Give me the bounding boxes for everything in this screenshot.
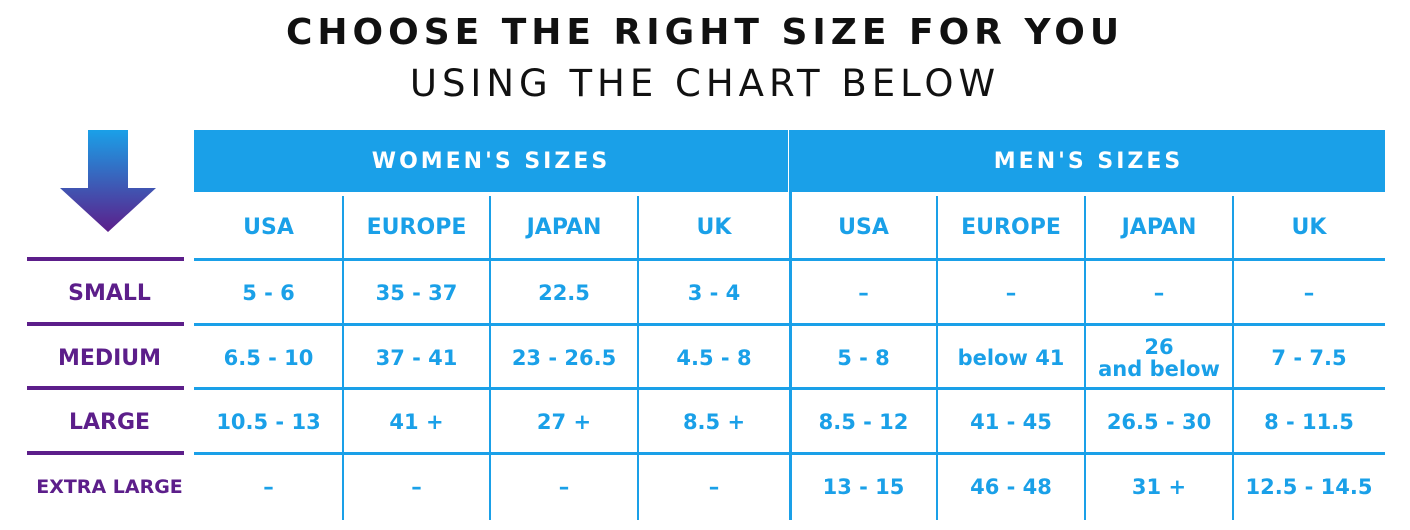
row-label-small: SMALL (68, 280, 151, 306)
table-cell: 5 - 6 (242, 281, 295, 305)
table-cell: 31 + (1131, 475, 1187, 499)
table-cell: 46 - 48 (970, 475, 1052, 499)
table-cell: – (411, 475, 422, 499)
table-cell: 13 - 15 (822, 475, 905, 499)
table-cell: 27 + (536, 410, 592, 434)
table-cell: 8 - 11.5 (1264, 410, 1354, 434)
column-divider (489, 196, 491, 520)
table-cell: 3 - 4 (687, 281, 741, 305)
table-cell: below 41 (957, 346, 1065, 370)
table-cell: – (1303, 281, 1315, 305)
table-cell: 8.5 + (682, 410, 746, 434)
page-title: CHOOSE THE RIGHT SIZE FOR YOU (285, 12, 1125, 53)
table-cell: – (1153, 281, 1165, 305)
table-cell: – (263, 475, 274, 499)
column-divider (936, 196, 938, 520)
row-label-medium: MEDIUM (57, 345, 162, 371)
table-cell: – (858, 281, 869, 305)
table-cell: 5 - 8 (837, 346, 890, 370)
column-header: USA (838, 214, 889, 240)
table-cell: 41 + (389, 410, 444, 434)
table-cell: 35 - 37 (375, 281, 458, 305)
row-label-divider (27, 451, 184, 455)
table-cell: – (1005, 281, 1017, 305)
table-cell: 12.5 - 14.5 (1245, 475, 1373, 499)
table-cell: 8.5 - 12 (818, 410, 909, 434)
row-label-divider (27, 257, 184, 261)
row-label-divider (27, 386, 184, 390)
table-cell: – (708, 475, 720, 499)
column-header: UK (696, 214, 732, 240)
column-header: JAPAN (526, 214, 602, 240)
row-label-large: LARGE (68, 409, 151, 435)
page-subtitle: USING THE CHART BELOW (409, 62, 1001, 105)
row-label-divider (27, 322, 184, 326)
table-cell: 6.5 - 10 (223, 346, 314, 370)
table-cell: – (558, 475, 570, 499)
table-cell: 37 - 41 (375, 346, 458, 370)
column-divider (637, 196, 639, 520)
column-header: USA (243, 214, 294, 240)
column-divider (1232, 196, 1234, 520)
column-divider (1084, 196, 1086, 520)
column-header: UK (1291, 214, 1327, 240)
table-cell: 7 - 7.5 (1271, 346, 1347, 370)
column-header: EUROPE (366, 214, 467, 240)
table-cell: 41 - 45 (970, 410, 1052, 434)
table-cell: 26.5 - 30 (1106, 410, 1212, 434)
column-header: JAPAN (1121, 214, 1197, 240)
column-header: EUROPE (961, 214, 1061, 240)
table-cell: 4.5 - 8 (676, 346, 752, 370)
row-label-extra-large: EXTRA LARGE (36, 476, 183, 498)
group-header-womens: WOMEN'S SIZES (194, 130, 788, 192)
arrow-down-icon (60, 130, 156, 232)
table-cell: 10.5 - 13 (216, 410, 321, 434)
group-divider (789, 130, 792, 520)
column-divider (342, 196, 344, 520)
table-cell: 23 - 26.5 (511, 346, 617, 370)
table-cell: 26 and below (1098, 335, 1220, 381)
group-header-mens: MEN'S SIZES (792, 130, 1385, 192)
table-cell: 22.5 (538, 281, 590, 305)
